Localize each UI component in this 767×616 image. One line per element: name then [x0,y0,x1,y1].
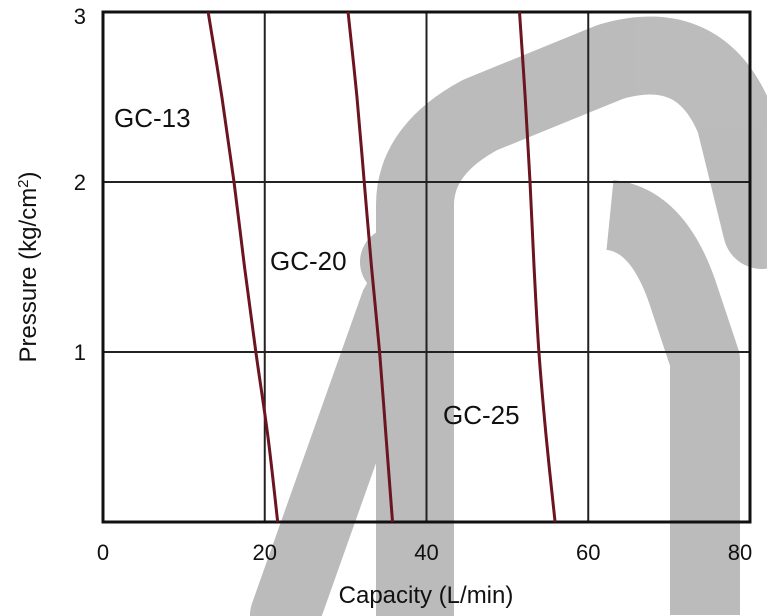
y-axis-label-superscript: 2 [15,179,32,187]
y-tick-label-1: 2 [74,170,86,195]
watermark-logo [250,16,767,616]
watermark-right-arm [604,180,740,615]
watermark-inner-stem [250,227,438,616]
x-tick-label-0: 0 [97,540,109,565]
watermark-outer-arch [376,16,767,616]
y-axis-label: Pressure (kg/cm2) [15,171,43,362]
x-axis-label: Capacity (L/min) [339,582,514,609]
x-tick-label-3: 60 [576,540,600,565]
x-tick-label-1: 20 [253,540,277,565]
series-curves [206,11,557,523]
grid-lines [103,12,750,522]
series-line-gc-25 [518,11,557,523]
y-axis-label-close: ) [15,171,42,179]
y-tick-label-0: 1 [74,340,86,365]
series-line-gc-20 [346,11,395,523]
y-axis-label-main: Pressure (kg/cm [15,188,42,363]
series-label-gc-25: GC-25 [443,400,520,430]
series-line-gc-13 [206,11,280,523]
x-tick-label-2: 40 [414,540,438,565]
y-tick-labels: 1 2 3 [74,4,86,365]
x-tick-labels: 0 20 40 60 80 [97,540,752,565]
y-tick-label-2: 3 [74,4,86,29]
x-tick-label-4: 80 [728,540,752,565]
plot-frame [101,10,752,524]
series-label-gc-20: GC-20 [270,246,347,276]
series-label-gc-13: GC-13 [114,103,191,133]
